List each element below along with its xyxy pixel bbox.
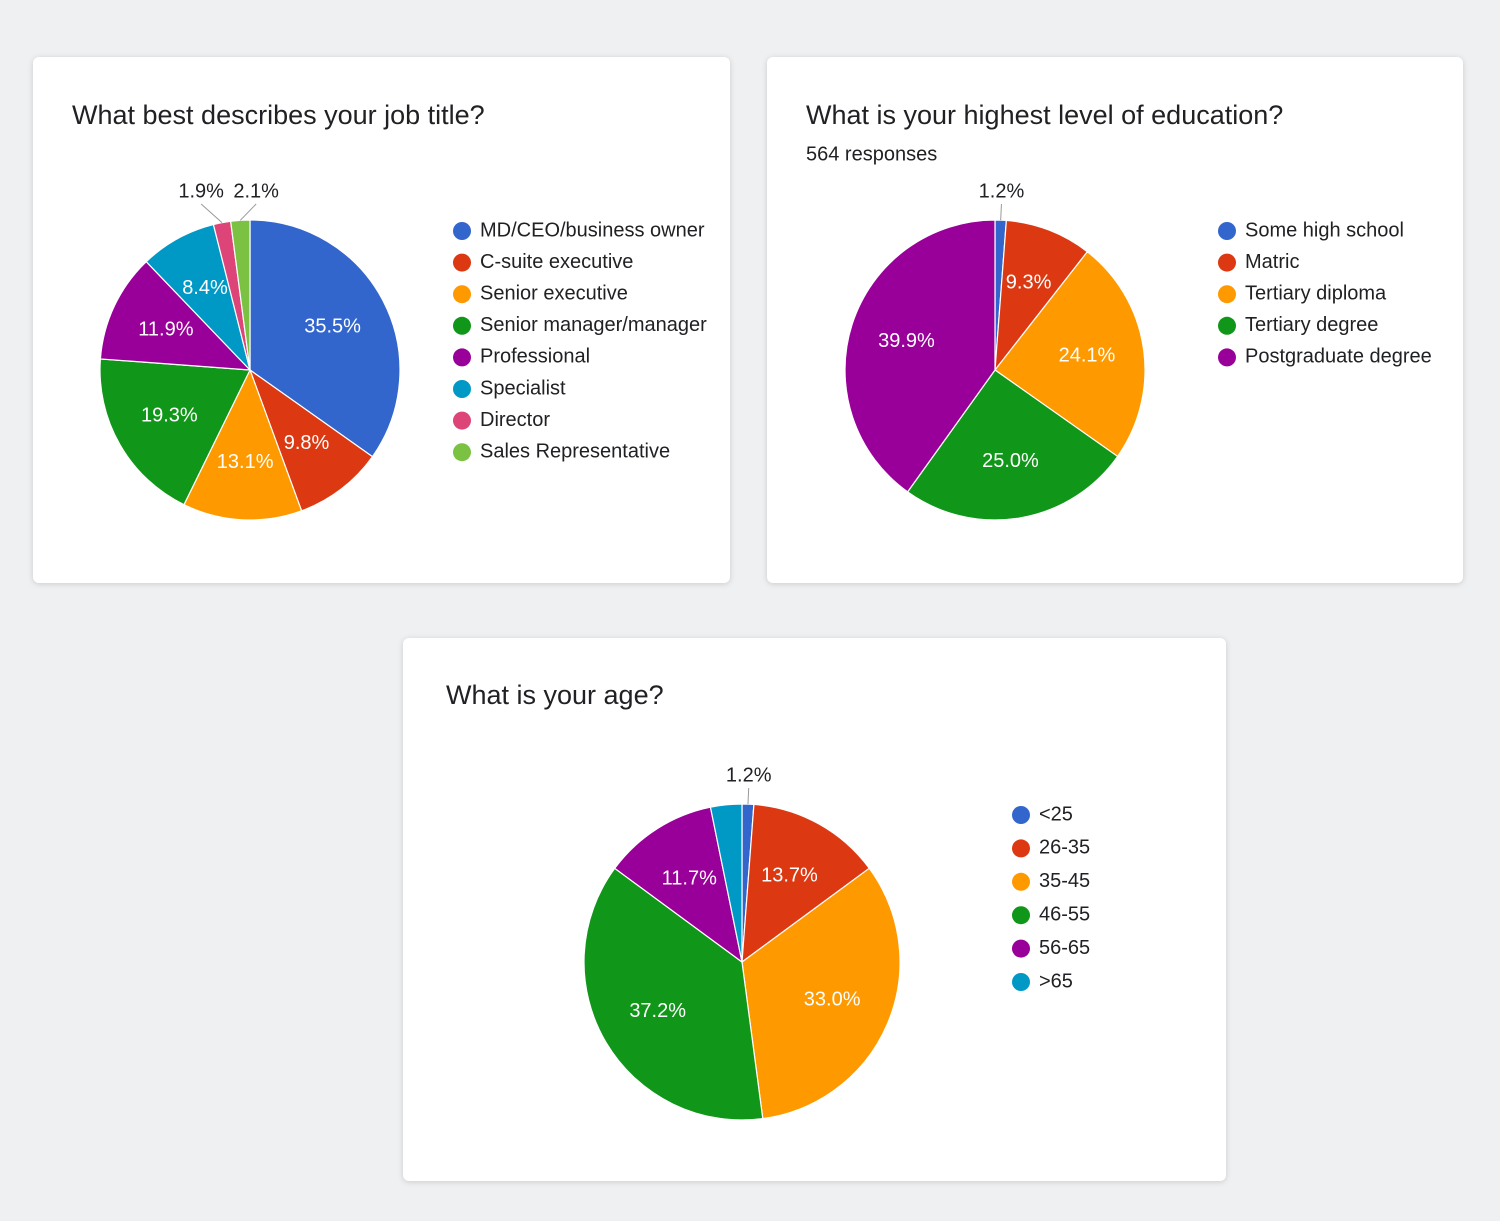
leader-line: [239, 203, 257, 221]
legend-swatch: [1218, 348, 1236, 367]
legend-swatch: [1218, 222, 1236, 240]
legend-swatch: [453, 380, 471, 398]
legend-label: Some high school: [1245, 219, 1404, 241]
chart-title: What is your highest level of education?: [806, 100, 1283, 130]
pie-slice: [249, 219, 401, 458]
legend-swatch: [1012, 939, 1030, 958]
value-label: 11.9%: [138, 319, 193, 341]
legend-swatch: [453, 316, 471, 335]
legend-label: C-suite executive: [480, 251, 633, 273]
value-label: 2.1%: [233, 180, 279, 202]
legend-label: Professional: [480, 346, 590, 368]
value-label: 35.5%: [304, 316, 361, 338]
pie-slice: [709, 803, 743, 963]
pie-slice: [994, 250, 1146, 458]
value-label: 25.0%: [982, 450, 1039, 472]
legend-swatch: [453, 348, 471, 367]
legend-label: MD/CEO/business owner: [480, 219, 705, 241]
legend-swatch: [1012, 872, 1030, 891]
value-label: 1.9%: [178, 180, 224, 202]
legend-swatch: [1012, 906, 1030, 925]
pie-slice: [906, 369, 1119, 521]
legend-swatch: [1012, 839, 1030, 858]
pie-slice: [741, 803, 871, 964]
pie-slice: [99, 358, 251, 506]
value-label: 9.3%: [1006, 272, 1052, 294]
legend-label: Director: [480, 409, 550, 431]
chart-subtitle: 564 responses: [806, 143, 937, 165]
legend-swatch: [453, 411, 471, 430]
legend-label: Specialist: [480, 377, 566, 399]
legend-swatch: [1218, 253, 1236, 272]
pie-slice: [183, 368, 303, 521]
pie-slice: [613, 806, 743, 964]
legend-swatch: [453, 253, 471, 272]
value-label: 1.2%: [979, 180, 1025, 202]
legend-label: Matric: [1245, 251, 1299, 273]
value-label: 39.9%: [878, 330, 935, 352]
value-label: 33.0%: [804, 989, 861, 1011]
legend-label: Tertiary degree: [1245, 314, 1378, 336]
legend-label: Sales Representative: [480, 440, 670, 462]
value-label: 9.8%: [284, 432, 330, 454]
legend-label: Senior manager/manager: [480, 314, 707, 336]
legend-label: 26-35: [1039, 837, 1090, 859]
legend-swatch: [1218, 285, 1236, 304]
legend-label: 35-45: [1039, 870, 1090, 892]
value-label: 8.4%: [182, 277, 228, 299]
pie-slice: [99, 260, 252, 371]
legend-label: 46-55: [1039, 903, 1090, 925]
pie-slice: [844, 219, 996, 493]
value-label: 1.2%: [726, 764, 772, 786]
legend-swatch: [1218, 316, 1236, 335]
legend-swatch: [453, 443, 471, 462]
pie-slice: [583, 867, 764, 1121]
value-label: 19.3%: [141, 405, 198, 427]
legend-label: Tertiary diploma: [1245, 282, 1387, 304]
leader-line: [747, 787, 750, 805]
value-label: 37.2%: [629, 1000, 686, 1022]
leader-line: [200, 203, 223, 224]
legend-swatch: [1012, 806, 1030, 824]
value-label: 13.1%: [217, 451, 274, 473]
legend-swatch: [453, 222, 471, 240]
value-label: 11.7%: [662, 868, 717, 890]
pie-slice: [994, 219, 1089, 372]
legend-swatch: [453, 285, 471, 304]
legend-label: Postgraduate degree: [1245, 346, 1432, 368]
pie-slice: [248, 368, 374, 512]
chart-title: What is your age?: [446, 680, 664, 710]
legend-label: Senior executive: [480, 282, 628, 304]
legend-label: <25: [1039, 803, 1073, 825]
legend-label: >65: [1039, 970, 1073, 992]
chart-title: What best describes your job title?: [72, 100, 485, 130]
leader-line: [1000, 203, 1002, 221]
pie-slice: [741, 867, 901, 1120]
value-label: 24.1%: [1059, 345, 1116, 367]
value-label: 13.7%: [761, 865, 818, 887]
legend-label: 56-65: [1039, 937, 1090, 959]
legend-swatch: [1012, 973, 1030, 991]
